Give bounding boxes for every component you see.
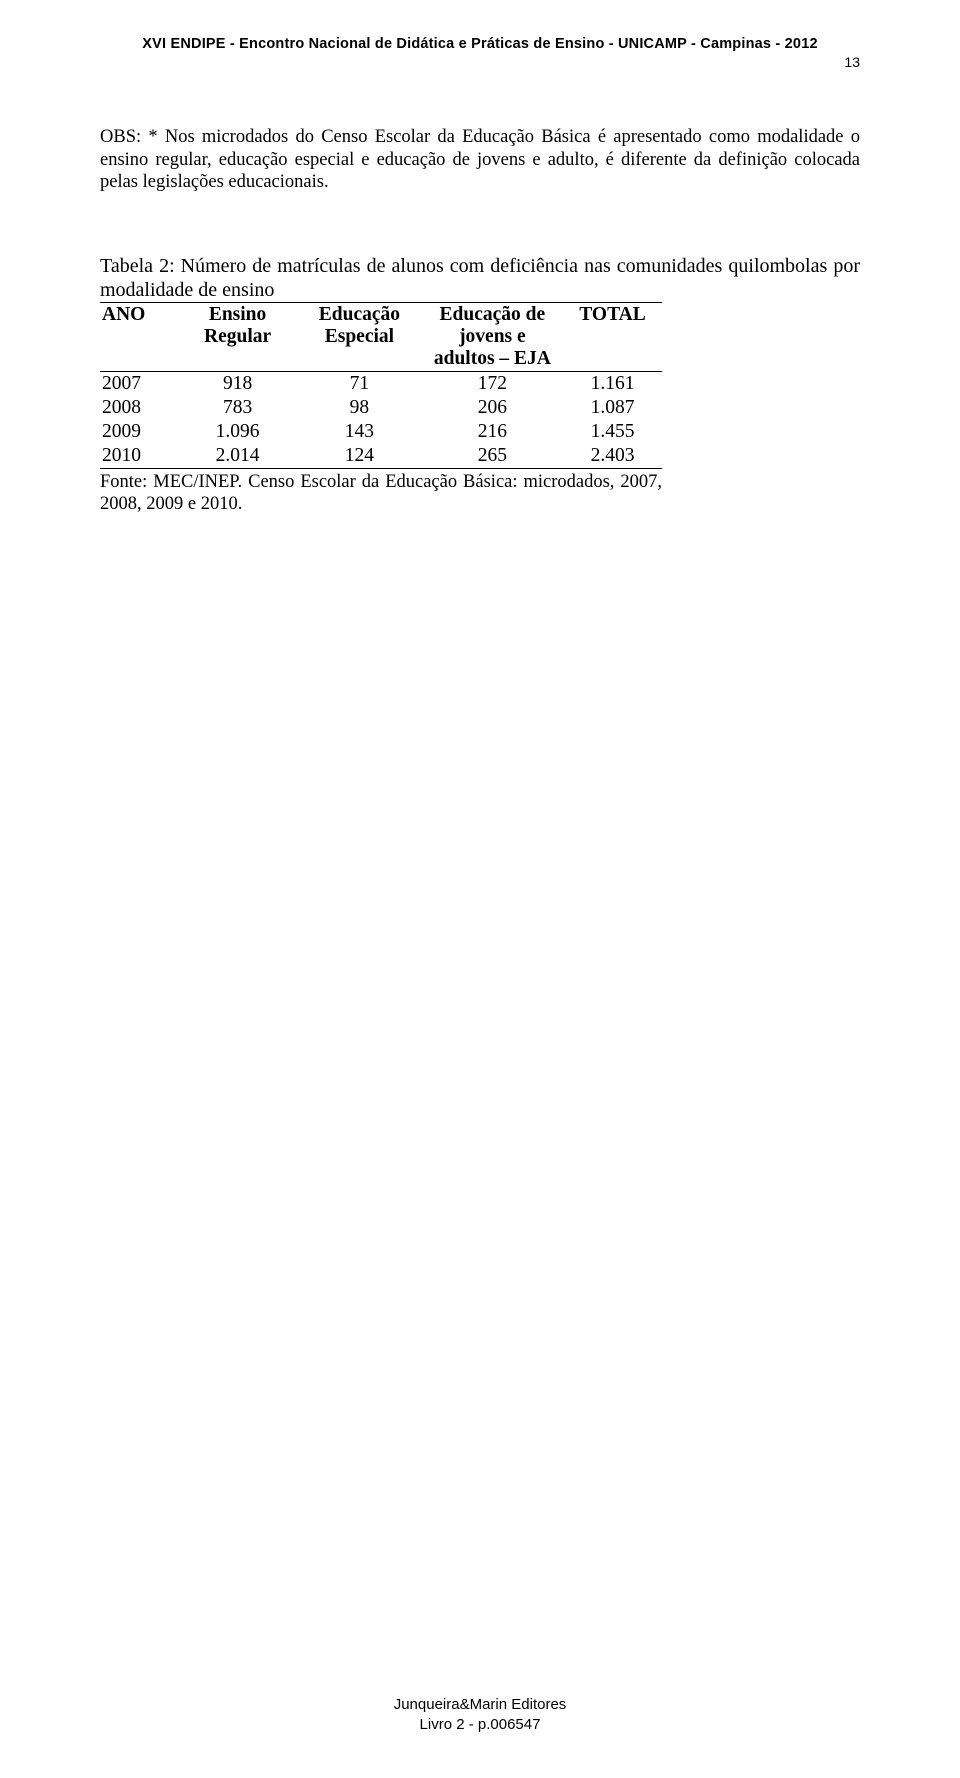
obs-note: OBS: * Nos microdados do Censo Escolar d… bbox=[100, 126, 860, 194]
table-caption: Tabela 2: Número de matrículas de alunos… bbox=[100, 254, 860, 302]
cell-regular: 783 bbox=[178, 396, 297, 420]
cell-especial: 71 bbox=[297, 371, 422, 396]
cell-especial: 143 bbox=[297, 420, 422, 444]
col-header-eja-l3: adultos – EJA bbox=[434, 348, 551, 369]
col-header-regular-l1: Ensino bbox=[209, 304, 266, 325]
cell-eja: 172 bbox=[422, 371, 563, 396]
table-row: 2007 918 71 172 1.161 bbox=[100, 371, 662, 396]
matriculas-table: ANO Ensino Regular Educação Especial Edu… bbox=[100, 302, 662, 469]
col-header-regular: Ensino Regular bbox=[178, 302, 297, 371]
cell-total: 1.161 bbox=[563, 371, 662, 396]
col-header-regular-l2: Regular bbox=[204, 326, 271, 347]
cell-regular: 918 bbox=[178, 371, 297, 396]
table-header-row: ANO Ensino Regular Educação Especial Edu… bbox=[100, 302, 662, 371]
cell-ano: 2008 bbox=[100, 396, 178, 420]
cell-eja: 206 bbox=[422, 396, 563, 420]
table-row: 2010 2.014 124 265 2.403 bbox=[100, 444, 662, 469]
cell-total: 2.403 bbox=[563, 444, 662, 469]
page: XVI ENDIPE - Encontro Nacional de Didáti… bbox=[0, 0, 960, 1778]
cell-especial: 98 bbox=[297, 396, 422, 420]
col-header-total: TOTAL bbox=[563, 302, 662, 371]
page-footer: Junqueira&Marin Editores Livro 2 - p.006… bbox=[0, 1695, 960, 1734]
cell-ano: 2007 bbox=[100, 371, 178, 396]
col-header-eja-l2: jovens e bbox=[459, 326, 526, 347]
table-source: Fonte: MEC/INEP. Censo Escolar da Educaç… bbox=[100, 471, 662, 516]
col-header-especial-l2: Especial bbox=[325, 326, 394, 347]
footer-line2: Livro 2 - p.006547 bbox=[0, 1715, 960, 1735]
page-number: 13 bbox=[100, 54, 860, 70]
col-header-especial-l1: Educação bbox=[319, 304, 400, 325]
cell-ano: 2009 bbox=[100, 420, 178, 444]
cell-total: 1.455 bbox=[563, 420, 662, 444]
table-row: 2008 783 98 206 1.087 bbox=[100, 396, 662, 420]
col-header-eja: Educação de jovens e adultos – EJA bbox=[422, 302, 563, 371]
table-row: 2009 1.096 143 216 1.455 bbox=[100, 420, 662, 444]
cell-ano: 2010 bbox=[100, 444, 178, 469]
cell-eja: 216 bbox=[422, 420, 563, 444]
col-header-ano: ANO bbox=[100, 302, 178, 371]
cell-total: 1.087 bbox=[563, 396, 662, 420]
cell-regular: 2.014 bbox=[178, 444, 297, 469]
cell-eja: 265 bbox=[422, 444, 563, 469]
footer-line1: Junqueira&Marin Editores bbox=[0, 1695, 960, 1715]
cell-especial: 124 bbox=[297, 444, 422, 469]
col-header-especial: Educação Especial bbox=[297, 302, 422, 371]
cell-regular: 1.096 bbox=[178, 420, 297, 444]
col-header-eja-l1: Educação de bbox=[440, 304, 546, 325]
conference-header: XVI ENDIPE - Encontro Nacional de Didáti… bbox=[100, 36, 860, 52]
